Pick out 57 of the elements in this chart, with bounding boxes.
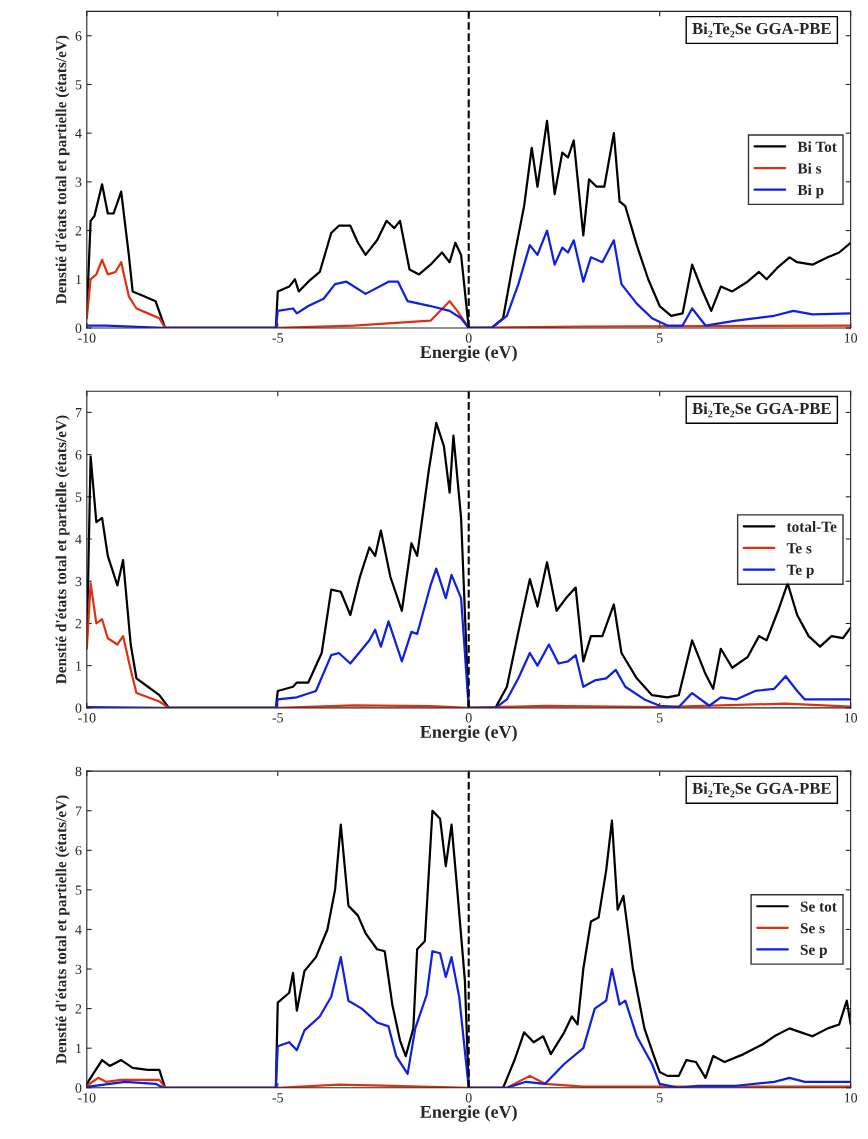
x-tick-label: 10 <box>844 333 858 343</box>
y-tick-label: 2 <box>75 226 82 236</box>
x-tick-label: -10 <box>78 333 96 343</box>
legend-label: Te s <box>786 543 812 554</box>
y-tick-label: 6 <box>75 845 82 856</box>
annotation: Bi₂Te₂Se GGA-PBE <box>692 782 831 798</box>
y-tick-label: 2 <box>75 619 82 629</box>
y-axis-title: Denstié d'états total et partielle (états/eV) <box>55 415 70 684</box>
y-tick-label: 5 <box>75 885 82 895</box>
x-tick-label: 10 <box>844 1093 858 1103</box>
y-tick-label: 4 <box>75 128 82 138</box>
x-tick-label: -10 <box>78 1093 96 1103</box>
y-tick-label: 3 <box>75 576 82 587</box>
y-tick-label: 5 <box>75 80 82 90</box>
y-tick-label: 0 <box>75 323 82 333</box>
y-tick-label: 5 <box>75 492 82 502</box>
legend-label: Se p <box>800 944 827 959</box>
y-tick-label: 4 <box>75 534 82 544</box>
y-tick-label: 8 <box>75 766 82 777</box>
y-tick-label: 2 <box>75 1004 82 1014</box>
x-axis-title: Energie (eV) <box>420 725 517 742</box>
legend-label: Bi Tot <box>797 141 837 152</box>
y-tick-label: 3 <box>75 964 82 974</box>
y-tick-label: 0 <box>75 1083 82 1093</box>
x-tick-label: 0 <box>465 1093 472 1103</box>
legend-label: Te p <box>786 564 814 579</box>
y-tick-label: 0 <box>75 703 82 713</box>
annotation: Bi₂Te₂Se GGA-PBE <box>692 22 831 38</box>
y-tick-label: 7 <box>75 408 82 418</box>
x-tick-label: 10 <box>844 713 858 723</box>
x-tick-label: -5 <box>272 1093 283 1103</box>
legend-label: Se tot <box>800 901 837 912</box>
x-axis-title: Energie (eV) <box>420 1105 517 1122</box>
x-axis-title: Energie (eV) <box>420 345 517 362</box>
x-tick-label: 5 <box>657 1093 663 1103</box>
y-axis-title: Denstié d'états total et partielle (états/eV) <box>55 795 70 1064</box>
y-tick-label: 4 <box>75 925 82 935</box>
y-tick-label: 1 <box>76 1043 82 1053</box>
legend-label: Se s <box>800 923 825 934</box>
y-tick-label: 3 <box>75 177 82 187</box>
y-tick-label: 1 <box>76 661 82 671</box>
x-tick-label: 5 <box>657 713 663 723</box>
x-tick-label: 0 <box>465 333 472 343</box>
legend-label: total-Te <box>786 521 837 532</box>
x-tick-label: 0 <box>465 713 472 723</box>
y-tick-label: 1 <box>76 274 82 285</box>
x-tick-label: -5 <box>272 713 283 723</box>
x-tick-label: -10 <box>78 713 96 723</box>
annotation: Bi₂Te₂Se GGA-PBE <box>692 402 831 418</box>
y-tick-label: 7 <box>75 806 82 816</box>
y-tick-label: 6 <box>75 450 82 460</box>
x-tick-label: 5 <box>657 333 663 343</box>
y-tick-label: 6 <box>75 31 82 41</box>
x-tick-label: -5 <box>272 333 283 343</box>
y-axis-title: Denstié d'états total et partielle (états/eV) <box>55 35 70 305</box>
legend-label: Bi s <box>797 162 822 174</box>
legend-label: Bi p <box>797 184 824 199</box>
